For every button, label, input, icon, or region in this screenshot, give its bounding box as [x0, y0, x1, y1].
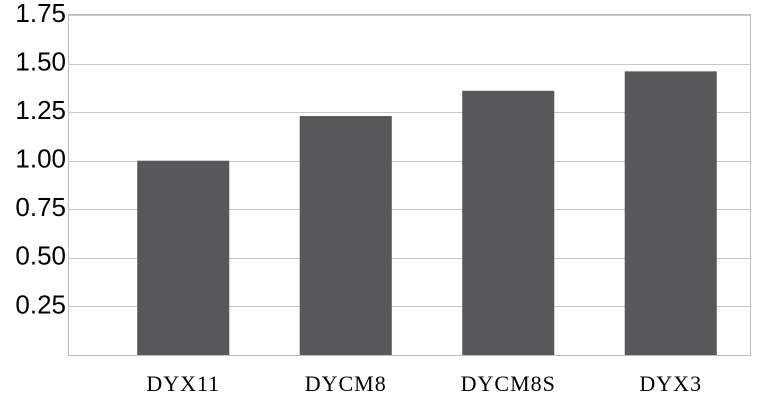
bar: [624, 71, 717, 355]
y-tick-label: 1.00: [15, 144, 66, 174]
x-tick-label: DYX11: [146, 371, 220, 396]
y-tick-label: 1.50: [15, 46, 66, 76]
y-tick-label: 1.75: [15, 0, 66, 28]
x-tick-label: DYCM8S: [461, 371, 556, 396]
bar: [137, 160, 230, 355]
y-tick-label: 0.25: [15, 289, 66, 319]
bar: [299, 116, 392, 356]
x-tick-label: DYCM8: [305, 371, 387, 396]
plot-frame: [68, 14, 751, 356]
y-tick-label: 0.75: [15, 192, 66, 222]
y-tick-label: 0.50: [15, 241, 66, 271]
bar: [462, 90, 555, 356]
y-tick-label: 1.25: [15, 95, 66, 125]
x-tick-label: DYX3: [639, 371, 702, 396]
